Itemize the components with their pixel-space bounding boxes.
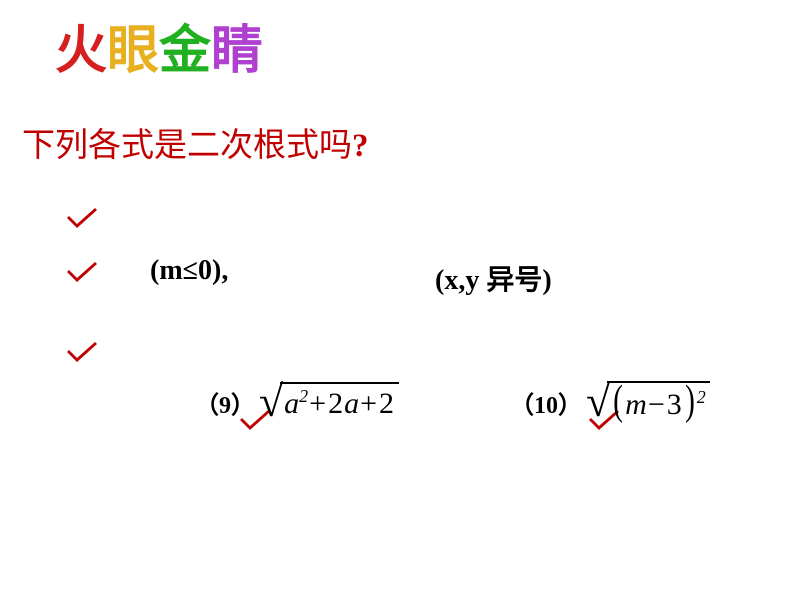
formula-10: （10） √ (m−3)2 (510, 380, 710, 424)
subtitle-qmark: ? (352, 128, 369, 164)
sqrt-9: √ a2+2a+2 (259, 380, 399, 424)
f10-m: m (625, 388, 647, 421)
title-char-3: 金 (159, 23, 211, 80)
condition-xy: (x,y 异号) (435, 258, 552, 298)
title-char-1: 火 (55, 23, 107, 80)
title-char-4: 睛 (211, 23, 263, 80)
f10-minus: − (648, 388, 665, 421)
sqrt-10: √ (m−3)2 (586, 380, 710, 424)
formula-10-label: （10） (510, 385, 582, 420)
rparen: ) (685, 385, 695, 419)
xy-prefix: (x,y (435, 265, 486, 296)
xy-suffix: ) (542, 265, 551, 296)
subtitle-text: 下列各式是二次根式吗 (22, 128, 352, 164)
formula-9-label: （9） (195, 385, 255, 420)
f9-a2: a (344, 387, 359, 420)
subtitle: 下列各式是二次根式吗? (22, 118, 369, 166)
condition-m: (m≤0), (150, 255, 228, 287)
title: 火眼金睛 (55, 8, 263, 83)
check-icon-1 (65, 206, 99, 241)
xy-chinese: 异号 (486, 265, 542, 296)
f9-plus2: + (360, 387, 377, 420)
title-char-2: 眼 (107, 23, 159, 80)
formula-9: （9） √ a2+2a+2 (195, 380, 399, 424)
f9-plus1: + (309, 387, 326, 420)
sqrt-content-10: (m−3)2 (607, 381, 710, 423)
f9-sup1: 2 (299, 386, 308, 406)
f10-sup: 2 (697, 387, 706, 407)
sqrt-content-9: a2+2a+2 (280, 382, 399, 422)
f9-two: 2 (328, 387, 343, 420)
check-icon-3 (65, 340, 99, 375)
check-icon-2 (65, 260, 99, 295)
f9-two2: 2 (379, 387, 394, 420)
lparen: ( (613, 385, 623, 419)
f10-three: 3 (667, 388, 682, 421)
f9-a: a (284, 387, 299, 420)
